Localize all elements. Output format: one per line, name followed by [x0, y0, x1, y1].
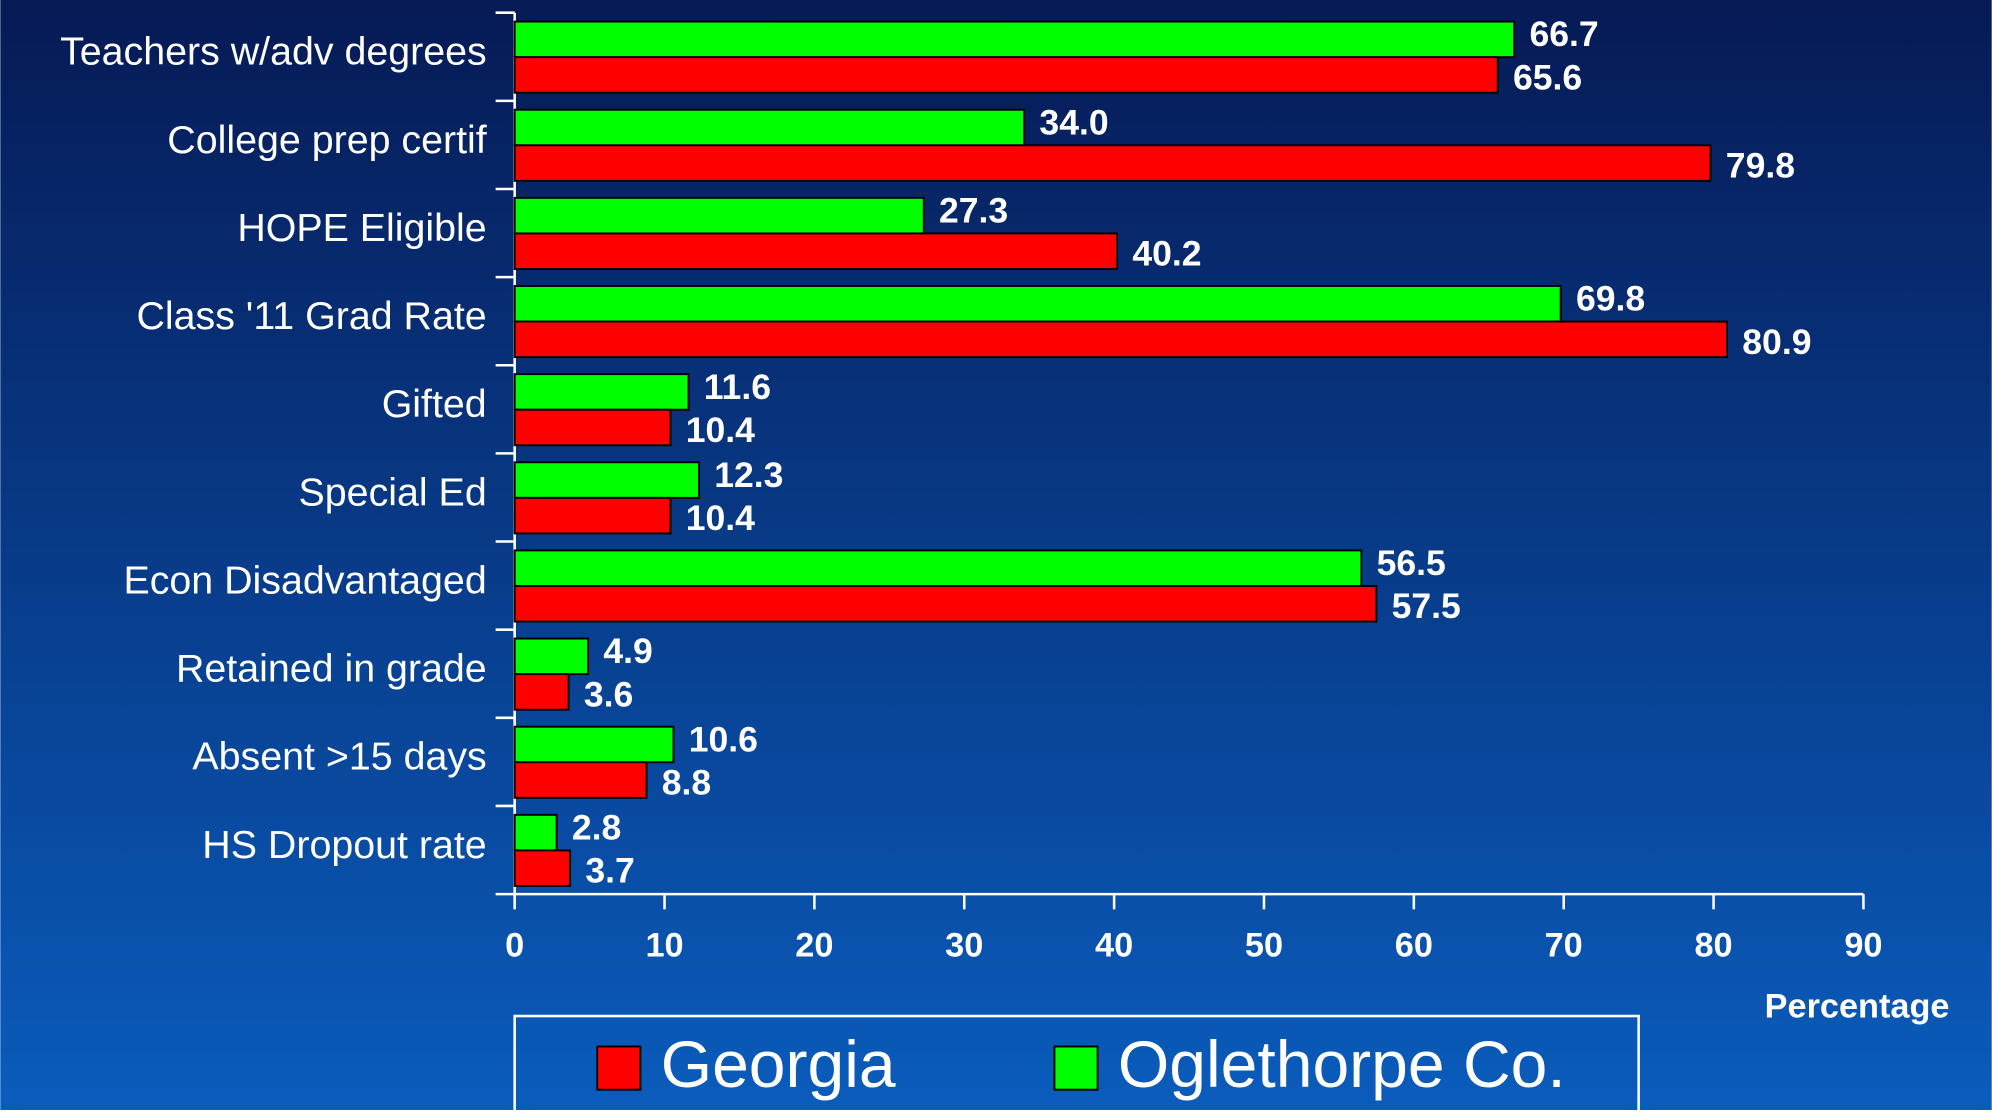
- x-tick-label: 40: [1095, 926, 1133, 964]
- value-label: 79.8: [1726, 146, 1795, 186]
- category-label: College prep certif: [167, 118, 486, 162]
- x-tick-label: 60: [1395, 926, 1433, 964]
- value-label: 34.0: [1039, 102, 1108, 142]
- bar: [513, 320, 1729, 359]
- value-label: 10.4: [686, 410, 755, 450]
- x-tick-label: 10: [645, 926, 683, 964]
- bar: [513, 461, 700, 499]
- value-label: 10.4: [686, 498, 755, 538]
- bar: [513, 813, 558, 852]
- x-tick-label: 50: [1245, 926, 1283, 964]
- bar: [513, 849, 572, 887]
- bar: [513, 108, 1026, 147]
- category-label: Gifted: [382, 382, 487, 426]
- category-label: HOPE Eligible: [237, 206, 486, 250]
- x-tick-label: 70: [1545, 926, 1583, 964]
- x-tick-label: 80: [1694, 926, 1732, 964]
- value-label: 56.5: [1377, 543, 1446, 583]
- bar: [513, 725, 675, 764]
- value-label: 2.8: [572, 807, 621, 847]
- x-tick-label: 20: [795, 926, 833, 964]
- category-label: Special Ed: [299, 470, 487, 514]
- bar: [513, 373, 690, 411]
- legend-box: [513, 1014, 1640, 1115]
- bar: [513, 761, 648, 799]
- legend-label: Georgia: [661, 1027, 896, 1101]
- bar: [513, 585, 1378, 623]
- category-label: Class '11 Grad Rate: [136, 294, 486, 338]
- category-label: HS Dropout rate: [202, 823, 486, 867]
- value-label: 3.6: [584, 674, 633, 714]
- x-tick-label: 0: [505, 926, 524, 964]
- legend-swatch: [596, 1045, 642, 1091]
- value-label: 27.3: [939, 191, 1008, 231]
- bar: [513, 673, 570, 711]
- bar: [513, 232, 1119, 270]
- value-label: 69.8: [1576, 279, 1645, 319]
- value-label: 80.9: [1742, 322, 1811, 362]
- value-label: 10.6: [689, 719, 758, 759]
- value-label: 3.7: [585, 851, 634, 891]
- value-label: 12.3: [714, 455, 783, 495]
- value-label: 8.8: [662, 763, 711, 803]
- value-label: 66.7: [1529, 14, 1598, 54]
- bar: [513, 496, 672, 535]
- x-tick-label: 90: [1844, 926, 1882, 964]
- bar: [513, 20, 1516, 59]
- value-label: 11.6: [704, 367, 771, 407]
- bar: [513, 549, 1363, 587]
- x-axis-label: Percentage: [1765, 987, 1950, 1025]
- value-label: 57.5: [1392, 586, 1461, 626]
- bar: [513, 196, 925, 235]
- legend-swatch: [1053, 1045, 1099, 1091]
- bar: [513, 285, 1562, 323]
- legend-label: Oglethorpe Co.: [1118, 1027, 1566, 1101]
- value-label: 40.2: [1132, 234, 1201, 274]
- x-tick-label: 30: [945, 926, 983, 964]
- value-label: 4.9: [603, 631, 652, 671]
- category-label: Retained in grade: [176, 647, 487, 691]
- category-label: Econ Disadvantaged: [123, 558, 486, 602]
- value-label: 65.6: [1513, 57, 1582, 97]
- bar: [513, 144, 1712, 182]
- category-label: Teachers w/adv degrees: [60, 30, 487, 74]
- bar: [513, 408, 672, 447]
- bar: [513, 56, 1499, 94]
- category-label: Absent >15 days: [192, 735, 486, 779]
- bar: [513, 637, 590, 676]
